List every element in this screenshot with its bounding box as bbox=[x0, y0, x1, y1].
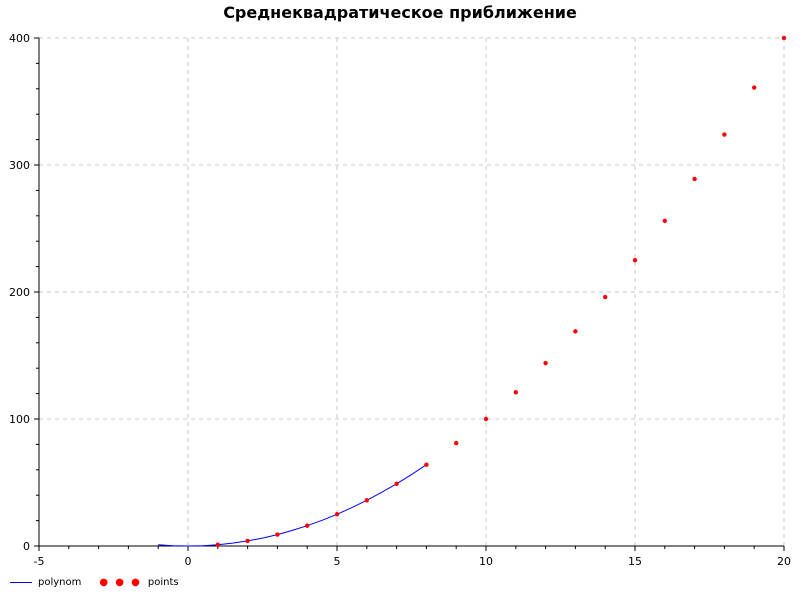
data-point-points bbox=[632, 258, 638, 263]
data-point-points bbox=[573, 329, 578, 334]
y-tick-label: 200 bbox=[9, 286, 30, 299]
chart-title: Среднеквадратическое приближение bbox=[223, 3, 577, 22]
series-line-polynom bbox=[158, 464, 427, 547]
series-layer bbox=[158, 35, 787, 547]
data-point-points bbox=[394, 481, 399, 486]
legend: polynom ● ● ● points bbox=[10, 577, 197, 588]
legend-line-swatch bbox=[10, 582, 32, 583]
data-point-points bbox=[513, 390, 518, 395]
legend-item-polynom: polynom bbox=[10, 577, 81, 588]
x-tick-label: -5 bbox=[34, 555, 45, 568]
legend-label-polynom: polynom bbox=[38, 577, 82, 588]
data-point-points bbox=[245, 538, 250, 544]
data-point-points bbox=[752, 85, 757, 90]
data-point-points bbox=[334, 512, 340, 517]
y-tick-label: 300 bbox=[9, 159, 30, 172]
data-point-points bbox=[781, 35, 787, 41]
data-point-points bbox=[603, 294, 608, 300]
x-tick-label: 0 bbox=[185, 555, 192, 568]
y-tick-label: 0 bbox=[23, 540, 30, 553]
data-point-points bbox=[364, 498, 369, 503]
x-tick-label: 5 bbox=[334, 555, 341, 568]
data-point-points bbox=[305, 523, 310, 528]
data-point-points bbox=[275, 532, 280, 537]
x-tick-label: 20 bbox=[777, 555, 791, 568]
x-tick-label: 10 bbox=[479, 555, 493, 568]
grid-lines bbox=[39, 37, 785, 546]
data-point-points bbox=[483, 416, 489, 422]
data-point-points bbox=[722, 132, 727, 137]
data-point-points bbox=[543, 360, 548, 366]
y-tick-label: 400 bbox=[9, 32, 30, 45]
legend-item-points: ● ● ● points bbox=[99, 577, 178, 588]
y-tick-label: 100 bbox=[9, 413, 30, 426]
data-point-points bbox=[692, 176, 697, 182]
data-point-points bbox=[424, 462, 429, 467]
legend-dot-swatch: ● ● ● bbox=[99, 577, 142, 588]
data-point-points bbox=[454, 440, 459, 446]
data-point-points bbox=[662, 218, 667, 224]
legend-label-points: points bbox=[147, 577, 179, 588]
data-point-points bbox=[215, 542, 220, 547]
x-tick-label: 15 bbox=[628, 555, 642, 568]
